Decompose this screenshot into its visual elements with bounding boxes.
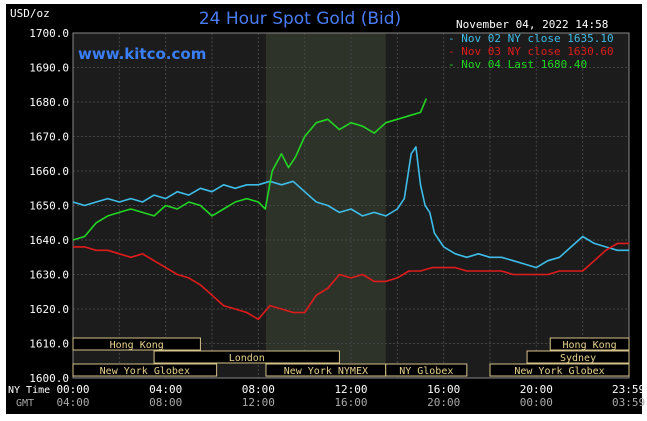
session-bar <box>72 337 201 351</box>
y-tick-label: 1680.0 <box>29 96 69 109</box>
session-label: New York Globex <box>514 366 604 377</box>
legend-entry: - Nov 02 NY close 1635.10 <box>448 32 614 45</box>
session-label: Sydney <box>560 353 596 364</box>
y-tick-label: 1650.0 <box>29 200 69 213</box>
series-line <box>72 98 428 241</box>
x-tick-label-ny: 12:00 <box>334 383 367 396</box>
x-tick-label-ny: 20:00 <box>520 383 553 396</box>
x-tick-label-ny: 08:00 <box>242 383 275 396</box>
price-series <box>72 98 629 321</box>
legend-entry: - Nov 04 Last 1680.40 <box>448 58 587 71</box>
x-tick-label-gmt: 04:00 <box>56 396 89 409</box>
session-bar <box>549 337 630 351</box>
session-label: Hong Kong <box>563 340 617 351</box>
market-sessions: Hong Kong London New York Globex New York N… <box>72 337 630 377</box>
session-label: NY Globex <box>399 366 453 377</box>
session-bar <box>489 363 630 377</box>
x-tick-label-ny: 16:00 <box>427 383 460 396</box>
session-label: New York Globex <box>100 366 190 377</box>
series-line <box>73 242 629 321</box>
x-tick-label-gmt: 16:00 <box>334 396 367 409</box>
y-tick-label: 1620.0 <box>29 303 69 316</box>
chart-title: 24 Hour Spot Gold (Bid) <box>199 9 401 29</box>
y-tick-label: 1630.0 <box>29 269 69 282</box>
plot-frame <box>72 32 630 379</box>
x-tick-labels: 00:0004:0004:0008:0008:0012:0012:0016:00… <box>56 383 645 409</box>
x-tick-label-ny: 00:00 <box>56 383 89 396</box>
y-tick-label: 1700.0 <box>29 27 69 40</box>
x-tick-label-gmt: 12:00 <box>242 396 275 409</box>
session-bar <box>153 350 340 364</box>
legend-entry: - Nov 03 NY close 1630.60 <box>448 45 614 58</box>
gmt-row-label: GMT <box>16 398 34 409</box>
x-tick-label-ny: 04:00 <box>149 383 182 396</box>
session-bar <box>72 363 218 377</box>
y-tick-label: 1600.0 <box>29 372 69 385</box>
legend: - Nov 02 NY close 1635.10- Nov 03 NY clo… <box>448 32 614 71</box>
x-tick-label-gmt: 20:00 <box>427 396 460 409</box>
x-tick-label-gmt: 00:00 <box>520 396 553 409</box>
session-label: Hong Kong <box>110 340 164 351</box>
session-label: London <box>229 353 265 364</box>
y-tick-label: 1640.0 <box>29 234 69 247</box>
session-bar <box>385 363 468 377</box>
brand-watermark: www.kitco.com <box>78 45 206 63</box>
y-tick-label: 1670.0 <box>29 131 69 144</box>
x-tick-label-gmt: 08:00 <box>149 396 182 409</box>
x-tick-label-gmt: 03:59 <box>612 396 645 409</box>
timestamp: November 04, 2022 14:58 <box>456 18 608 31</box>
y-axis-label: USD/oz <box>10 7 50 20</box>
session-bar <box>526 350 630 364</box>
session-label: New York NYMEX <box>284 366 368 377</box>
x-tick-label-ny: 23:59 <box>612 383 645 396</box>
series-line <box>72 146 629 269</box>
ny-time-row-label: NY Time <box>8 385 50 396</box>
y-tick-label: 1690.0 <box>29 62 69 75</box>
y-tick-label: 1660.0 <box>29 165 69 178</box>
y-tick-label: 1610.0 <box>29 338 69 351</box>
y-tick-labels: 1700.0 1690.0 1680.0 1670.0 1660.0 1650.0 1640… <box>29 27 69 385</box>
